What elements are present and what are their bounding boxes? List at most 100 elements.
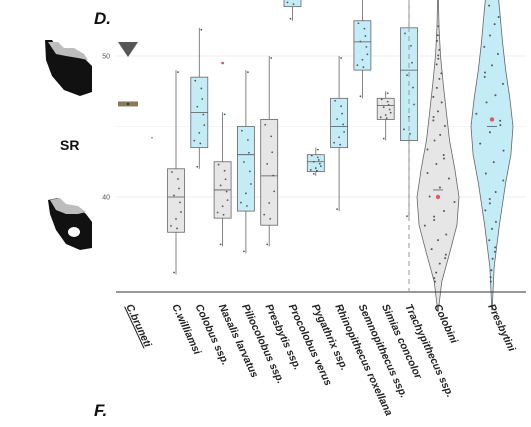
data-point: [387, 103, 390, 106]
data-point: [266, 243, 269, 246]
data-point: [440, 72, 443, 75]
data-point: [219, 243, 222, 246]
violin-shape: [416, 0, 460, 311]
violin-colobini: [416, 0, 460, 311]
box-iqr: [283, 0, 302, 8]
data-point: [359, 95, 362, 98]
data-point: [491, 64, 493, 67]
box-iqr: [236, 126, 255, 212]
data-point: [339, 143, 341, 146]
data-point: [475, 112, 478, 115]
data-point: [483, 45, 486, 48]
violin-presbytini: [470, 0, 514, 311]
data-point: [263, 213, 266, 216]
box-c-williamsi: [167, 70, 185, 275]
data-point: [201, 98, 204, 100]
box-piliocolobus-ssp-: [236, 70, 255, 254]
data-point: [340, 105, 342, 108]
data-point: [362, 66, 365, 69]
data-point: [435, 86, 438, 89]
data-point: [333, 141, 335, 144]
box-semnopithecus-ssp-: [353, 0, 372, 99]
data-point: [171, 171, 173, 173]
data-point: [432, 119, 435, 122]
data-point: [490, 269, 493, 272]
data-point: [489, 34, 492, 37]
data-point: [314, 167, 317, 169]
data-point: [435, 39, 438, 42]
data-point: [489, 276, 492, 279]
data-point: [380, 98, 383, 101]
data-point: [437, 54, 440, 57]
data-point: [382, 106, 385, 109]
box-iqr: [306, 154, 325, 173]
data-point: [496, 52, 499, 55]
box-iqr: [330, 97, 349, 149]
data-point: [270, 135, 273, 138]
data-point: [428, 195, 431, 198]
data-point: [199, 142, 202, 145]
data-point: [336, 208, 338, 211]
data-point: [438, 77, 441, 80]
data-point: [363, 27, 366, 30]
data-point: [317, 159, 320, 161]
data-point: [488, 198, 491, 201]
x-label-group: Colobini: [431, 302, 460, 346]
data-point: [222, 213, 225, 216]
data-point: [365, 46, 368, 48]
data-point: [433, 219, 436, 222]
data-point: [289, 17, 292, 20]
data-point: [270, 57, 273, 59]
data-point: [309, 169, 312, 171]
data-point: [245, 192, 247, 195]
data-point: [433, 280, 436, 283]
data-point: [432, 95, 435, 98]
data-point: [386, 100, 389, 103]
violin-shape: [470, 0, 514, 311]
data-point: [436, 34, 439, 37]
data-point: [310, 154, 313, 157]
data-point: [406, 215, 408, 218]
data-point: [271, 151, 274, 154]
panel-label-bottom: F.: [94, 401, 107, 420]
data-point: [443, 124, 446, 127]
data-point: [423, 224, 426, 227]
data-point: [202, 113, 205, 116]
y-tick-label: 50: [102, 54, 110, 61]
data-point: [312, 172, 315, 175]
data-point: [223, 169, 226, 172]
data-point: [194, 79, 197, 82]
data-point: [442, 154, 445, 157]
data-point: [312, 160, 315, 163]
data-point: [316, 156, 319, 159]
fossil-point: [126, 102, 130, 106]
data-point: [273, 190, 276, 193]
data-point: [435, 162, 438, 165]
data-point: [493, 23, 496, 26]
data-point: [444, 257, 447, 260]
data-point: [341, 112, 343, 115]
data-point: [198, 131, 201, 134]
data-point: [413, 103, 415, 106]
data-point: [442, 157, 445, 160]
data-point: [243, 161, 245, 163]
data-point: [447, 177, 450, 180]
data-point: [319, 165, 322, 168]
data-point: [286, 1, 289, 4]
data-point: [493, 250, 496, 253]
data-point: [437, 25, 440, 28]
data-point: [438, 262, 441, 265]
data-point: [269, 217, 272, 220]
data-point: [268, 202, 271, 204]
y-tick-label: 40: [102, 195, 110, 202]
data-point: [483, 71, 486, 74]
data-point: [315, 169, 318, 172]
data-point: [499, 124, 502, 127]
data-point: [491, 257, 494, 260]
data-point: [224, 178, 227, 181]
data-point: [437, 57, 440, 60]
data-point: [173, 194, 175, 197]
data-point: [483, 75, 486, 78]
